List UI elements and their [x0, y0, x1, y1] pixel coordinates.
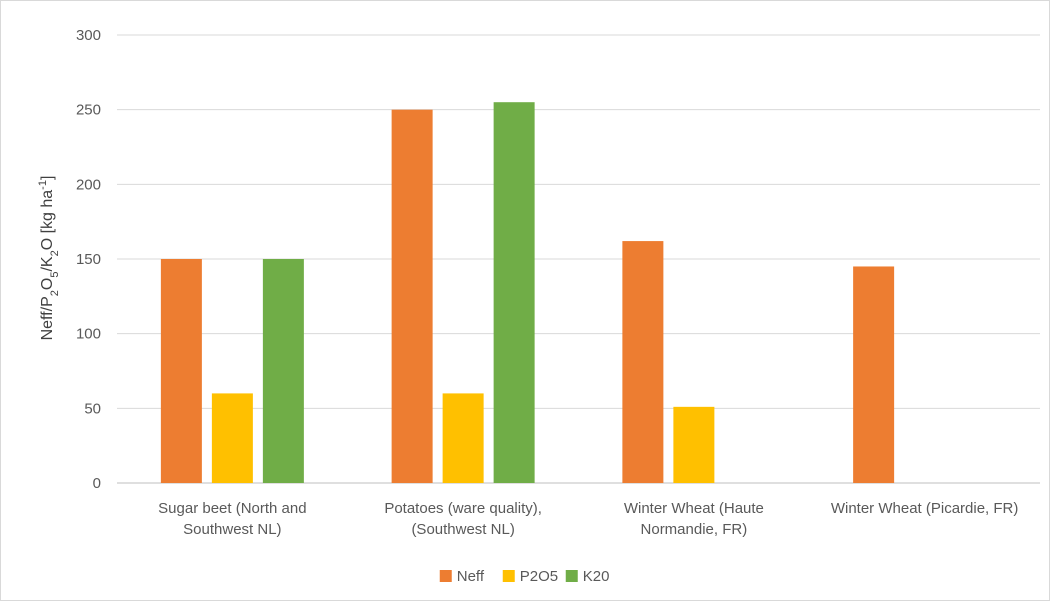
bar-neff-1	[391, 109, 433, 484]
x-category-label: Potatoes (ware quality), (Southwest NL)	[384, 500, 542, 538]
legend: Neff P2O5 K20	[439, 568, 610, 585]
y-tick-label: 200	[76, 176, 101, 193]
x-category-label: Sugar beet (North and Southwest NL)	[158, 500, 306, 538]
legend-swatch	[565, 570, 578, 582]
legend-swatch	[439, 570, 452, 582]
y-axis-title: Neff/P2O5/K2O [kg ha-1]	[37, 176, 61, 341]
bar-neff-3	[853, 266, 895, 483]
bar-p2o5-2	[673, 406, 715, 483]
bars	[160, 102, 895, 484]
x-category-label: Winter Wheat (Haute Normandie, FR)	[624, 500, 764, 538]
legend-label: K20	[583, 568, 610, 585]
y-tick-label: 0	[93, 475, 101, 492]
x-axis-categories: Sugar beet (North and Southwest NL) Potato…	[158, 500, 1018, 538]
bar-neff-0	[160, 259, 202, 483]
bar-k20-1	[493, 102, 535, 483]
y-axis-ticks: 0 50 100 150 200 250 300	[76, 27, 101, 492]
legend-label: Neff	[457, 568, 485, 585]
y-tick-label: 50	[84, 400, 101, 417]
legend-swatch	[502, 570, 515, 582]
legend-label: P2O5	[520, 568, 558, 585]
bar-neff-2	[622, 241, 664, 483]
y-tick-label: 300	[76, 27, 101, 44]
bar-p2o5-1	[442, 393, 484, 483]
x-category-label: Winter Wheat (Picardie, FR)	[831, 500, 1019, 517]
y-tick-label: 250	[76, 102, 101, 119]
y-tick-label: 100	[76, 326, 101, 343]
bar-k20-0	[262, 259, 304, 483]
y-tick-label: 150	[76, 251, 101, 268]
bar-p2o5-0	[211, 393, 253, 483]
